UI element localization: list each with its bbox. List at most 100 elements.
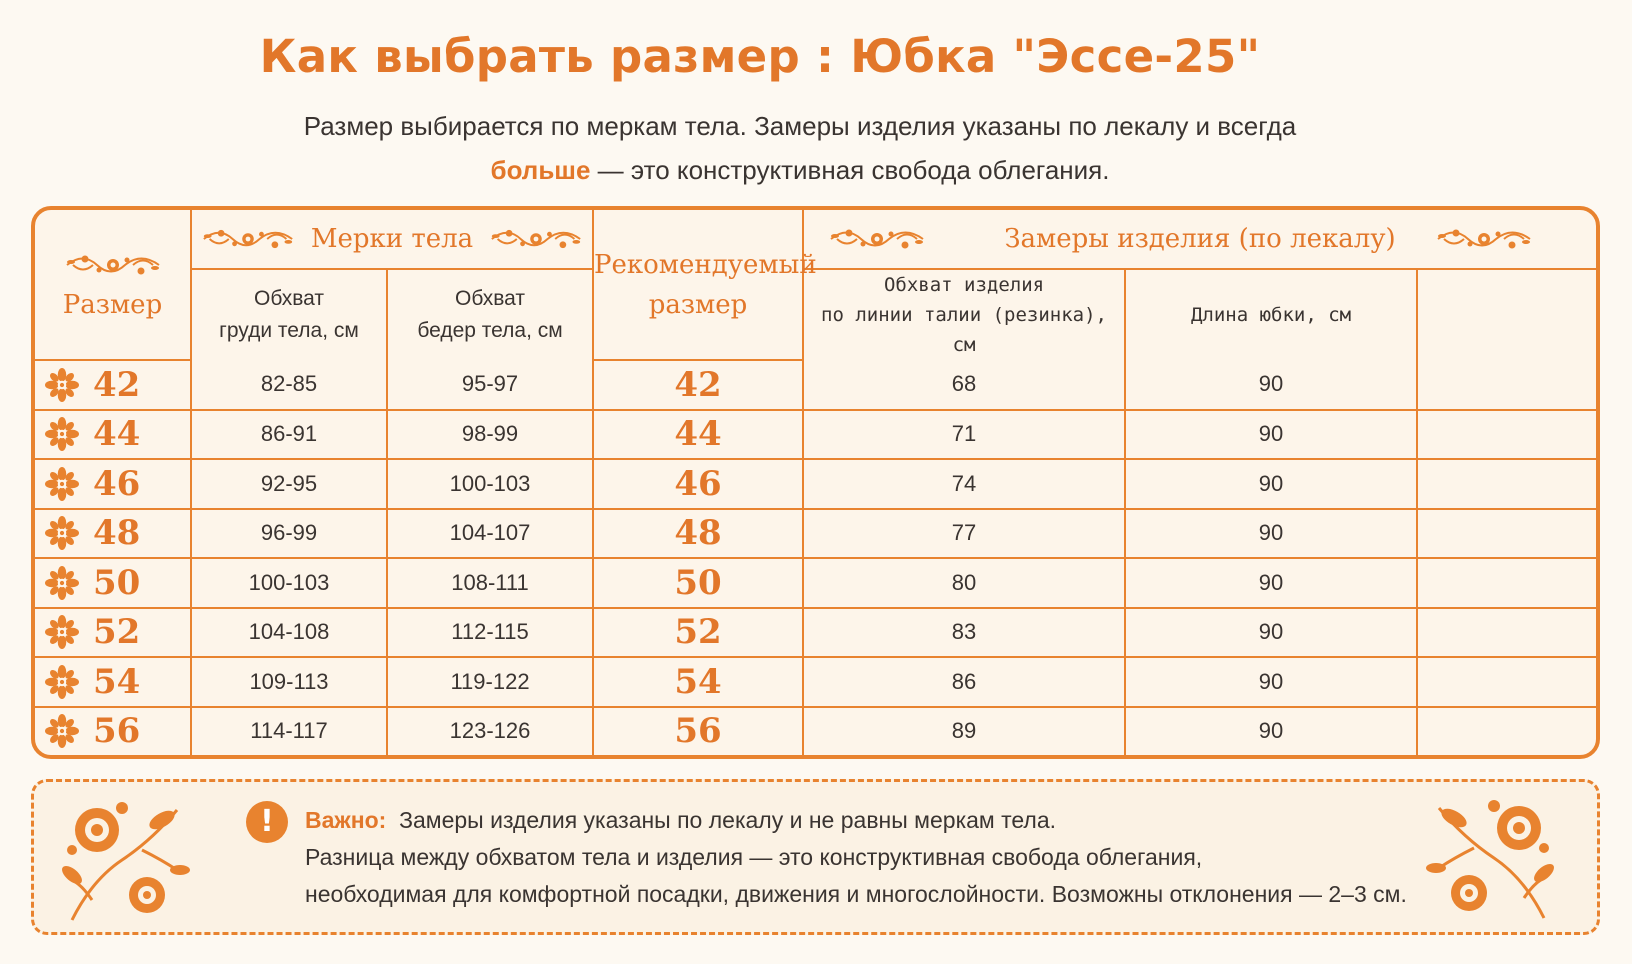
floral-bouquet-icon bbox=[1419, 788, 1569, 928]
flower-icon bbox=[45, 467, 79, 501]
hips-header-line-1: Обхват bbox=[455, 287, 525, 310]
chest-value: 82-85 bbox=[190, 360, 388, 411]
size-cell: 50 bbox=[35, 557, 192, 609]
subtitle-accent: больше bbox=[490, 155, 591, 185]
subtitle-line-2: больше — это конструктивная свобода обле… bbox=[0, 148, 1600, 192]
extra-cell bbox=[1416, 557, 1596, 609]
floral-bouquet-icon bbox=[52, 790, 192, 930]
note-line-2: Разница между обхватом тела и изделия — … bbox=[305, 844, 1203, 870]
flower-icon bbox=[45, 615, 79, 649]
table-row: 44 86-91 98-99 44 71 90 bbox=[35, 408, 1596, 461]
size-cell: 42 bbox=[35, 360, 192, 411]
note-line-3: необходимая для комфортной посадки, движ… bbox=[305, 881, 1407, 907]
length-value: 90 bbox=[1124, 705, 1419, 755]
size-value: 56 bbox=[93, 711, 141, 752]
important-note: ! Важно: Замеры изделия указаны по лекал… bbox=[31, 779, 1600, 935]
hips-value: 123-126 bbox=[385, 705, 595, 755]
size-cell: 52 bbox=[35, 606, 192, 659]
flower-icon bbox=[45, 417, 79, 451]
size-cell: 44 bbox=[35, 408, 192, 461]
length-value: 90 bbox=[1124, 507, 1419, 560]
exclamation-icon: ! bbox=[246, 801, 288, 843]
note-label: Важно: bbox=[305, 807, 387, 833]
table-row: 50 100-103 108-111 50 80 90 bbox=[35, 557, 1596, 609]
recommended-size-value: 48 bbox=[592, 507, 805, 560]
extra-cell bbox=[1416, 705, 1596, 755]
chest-value: 96-99 bbox=[190, 507, 388, 560]
waist-value: 89 bbox=[802, 705, 1127, 755]
flower-icon bbox=[45, 714, 79, 748]
page-title: Как выбрать размер : Юбка "Эссе-25" bbox=[259, 30, 1261, 83]
size-cell: 56 bbox=[35, 705, 192, 755]
table-row: 54 109-113 119-122 54 86 90 bbox=[35, 656, 1596, 708]
garment-measurements-header: Замеры изделия (по лекалу) bbox=[802, 210, 1596, 270]
table-row: 56 114-117 123-126 56 89 90 bbox=[35, 705, 1596, 755]
hips-column-header: Обхват бедер тела, см bbox=[385, 268, 595, 360]
size-value: 52 bbox=[93, 612, 141, 653]
size-cell: 48 bbox=[35, 507, 192, 560]
length-value: 90 bbox=[1124, 557, 1419, 609]
table-row: 52 104-108 112-115 52 83 90 bbox=[35, 606, 1596, 659]
chest-column-header: Обхват груди тела, см bbox=[191, 268, 388, 360]
floral-ornament-icon bbox=[488, 224, 584, 254]
subtitle-line-1: Размер выбирается по меркам тела. Замеры… bbox=[303, 111, 1297, 141]
size-chart-table: Размер Мерки тела Рекомендуемый размер З… bbox=[31, 206, 1600, 759]
recommended-size-value: 54 bbox=[592, 656, 805, 708]
extra-column-header bbox=[1416, 268, 1596, 360]
size-value: 48 bbox=[93, 513, 141, 554]
hips-value: 100-103 bbox=[385, 458, 595, 510]
chest-value: 100-103 bbox=[190, 557, 388, 609]
length-column-header: Длина юбки, см bbox=[1124, 268, 1419, 360]
floral-ornament-icon bbox=[200, 224, 296, 254]
waist-value: 80 bbox=[802, 557, 1127, 609]
hips-value: 98-99 bbox=[385, 408, 595, 461]
table-row: 46 92-95 100-103 46 74 90 bbox=[35, 458, 1596, 510]
recommended-header-line-2: размер bbox=[648, 289, 748, 320]
extra-cell bbox=[1416, 656, 1596, 708]
floral-ornament-icon bbox=[812, 224, 942, 254]
chest-value: 114-117 bbox=[190, 705, 388, 755]
size-value: 46 bbox=[93, 463, 141, 504]
hips-value: 119-122 bbox=[385, 656, 595, 708]
table-row: 42 82-85 95-97 42 68 90 bbox=[35, 360, 1596, 411]
size-cell: 46 bbox=[35, 458, 192, 510]
recommended-size-value: 52 bbox=[592, 606, 805, 659]
length-header-line-1: Длина юбки, см bbox=[1190, 304, 1352, 326]
note-line-1-text: Замеры изделия указаны по лекалу и не ра… bbox=[386, 807, 1057, 833]
waist-value: 86 bbox=[802, 656, 1127, 708]
size-value: 44 bbox=[93, 414, 141, 455]
hips-value: 108-111 bbox=[385, 557, 595, 609]
subtitle-rest: — это конструктивная свобода облегания. bbox=[590, 155, 1110, 185]
hips-value: 104-107 bbox=[385, 507, 595, 560]
waist-value: 77 bbox=[802, 507, 1127, 560]
floral-ornament-icon bbox=[1404, 224, 1564, 254]
size-value: 50 bbox=[93, 562, 141, 603]
length-value: 90 bbox=[1124, 458, 1419, 510]
hips-value: 95-97 bbox=[385, 360, 595, 411]
waist-value: 83 bbox=[802, 606, 1127, 659]
waist-value: 68 bbox=[802, 360, 1127, 411]
recommended-size-value: 44 bbox=[592, 408, 805, 461]
recommended-header-line-1: Рекомендуемый bbox=[594, 249, 817, 280]
chest-value: 86-91 bbox=[190, 408, 388, 461]
extra-cell bbox=[1416, 360, 1596, 411]
waist-value: 71 bbox=[802, 408, 1127, 461]
extra-cell bbox=[1416, 408, 1596, 461]
extra-cell bbox=[1416, 458, 1596, 510]
flower-icon bbox=[45, 566, 79, 600]
chest-value: 109-113 bbox=[190, 656, 388, 708]
hips-header-line-2: бедер тела, см bbox=[417, 319, 563, 342]
hips-value: 112-115 bbox=[385, 606, 595, 659]
recommended-size-value: 56 bbox=[592, 705, 805, 755]
recommended-size-value: 50 bbox=[592, 557, 805, 609]
chest-value: 92-95 bbox=[190, 458, 388, 510]
chest-header-line-1: Обхват bbox=[254, 287, 324, 310]
recommended-size-value: 42 bbox=[592, 360, 805, 411]
waist-column-header: Обхват изделия по линии талии (резинка),… bbox=[802, 268, 1127, 360]
flower-icon bbox=[45, 516, 79, 550]
recommended-size-value: 46 bbox=[592, 458, 805, 510]
length-value: 90 bbox=[1124, 408, 1419, 461]
recommended-size-header: Рекомендуемый размер bbox=[592, 210, 817, 361]
extra-cell bbox=[1416, 507, 1596, 560]
size-value: 42 bbox=[93, 364, 141, 405]
